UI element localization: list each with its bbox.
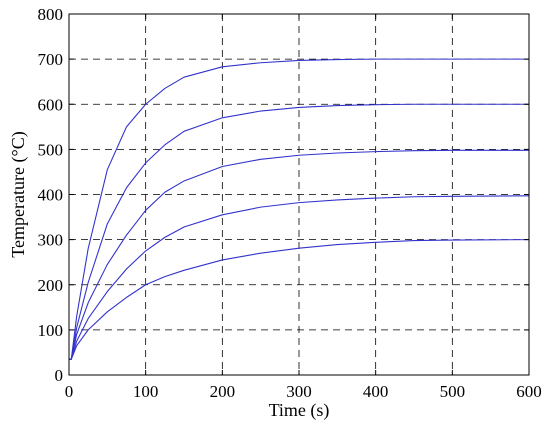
x-tick-label: 600 <box>516 382 542 401</box>
y-tick-label: 600 <box>38 95 64 114</box>
series-layer <box>69 58 530 360</box>
y-axis-label: Temperature (°C) <box>8 131 29 257</box>
y-tick-label: 200 <box>38 276 64 295</box>
y-tick-label: 400 <box>38 186 64 205</box>
y-tick-label: 0 <box>55 366 64 385</box>
x-tick-label: 0 <box>65 382 74 401</box>
x-tick-label: 100 <box>133 382 159 401</box>
series-line-4 <box>69 195 530 360</box>
y-tick-label: 500 <box>38 140 64 159</box>
x-tick-label: 200 <box>210 382 236 401</box>
x-axis-label: Time (s) <box>269 400 330 421</box>
x-tick-label: 500 <box>440 382 466 401</box>
x-tick-labels: 0 100 200 300 400 500 600 <box>65 382 542 401</box>
series-line-2 <box>69 103 529 360</box>
y-tick-label: 700 <box>38 50 64 69</box>
y-tick-label: 300 <box>38 231 64 250</box>
series-line-3 <box>69 149 529 360</box>
series-line-5 <box>69 239 530 360</box>
x-tick-label: 400 <box>363 382 389 401</box>
y-tick-labels: 0 100 200 300 400 500 600 700 800 <box>38 5 64 385</box>
series-line-1 <box>69 58 529 360</box>
y-tick-label: 800 <box>38 5 64 24</box>
ticks <box>68 13 530 376</box>
y-tick-label: 100 <box>38 321 64 340</box>
x-tick-label: 300 <box>286 382 312 401</box>
